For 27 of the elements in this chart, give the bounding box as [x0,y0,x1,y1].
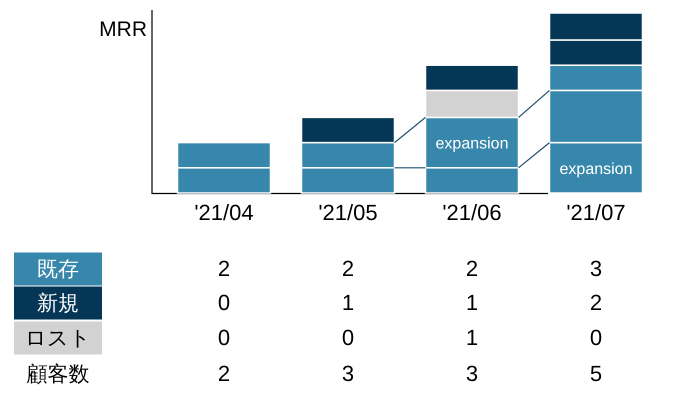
data-label: 2 [218,256,230,281]
data-label: 3 [466,361,478,386]
data-label: 1 [342,290,354,315]
data-label: 0 [218,290,230,315]
x-tick-label: '21/06 [442,200,502,225]
annotation: expansion [436,136,508,153]
data-label: 2 [218,361,230,386]
data-label: 2 [342,256,354,281]
annotation: expansion [560,160,632,178]
data-label: 0 [342,325,354,350]
data-label: 3 [590,256,602,281]
x-tick-label: '21/07 [566,200,626,225]
data-label: 3 [342,361,354,386]
y-tick-label: 既存 [37,258,79,281]
data-label: 0 [218,325,230,350]
y-tick-label: 新規 [37,292,79,315]
data-label: 2 [466,256,478,281]
y-tick-label: 顧客数 [26,363,90,386]
x-tick-label: '21/04 [194,200,254,225]
data-label: 2 [590,290,602,315]
y-axis-title: MRR [99,18,147,41]
y-tick-label: ロスト [25,327,91,350]
data-label: 5 [590,361,602,386]
data-label: 0 [590,325,602,350]
data-label: 1 [466,290,478,315]
x-tick-label: '21/05 [318,200,378,225]
data-label: 1 [466,325,478,350]
